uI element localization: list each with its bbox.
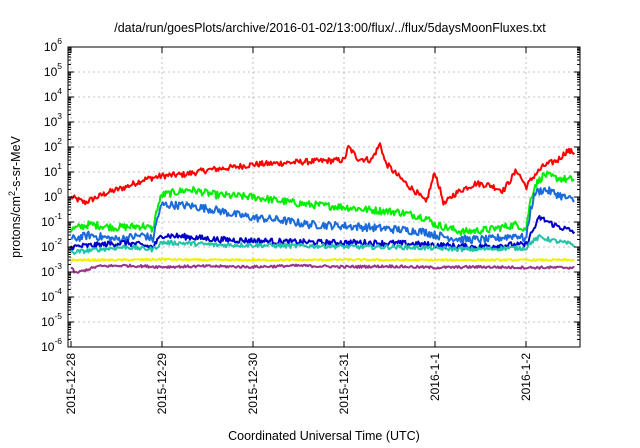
x-axis-label: Coordinated Universal Time (UTC) <box>228 429 420 443</box>
y-tick-label: 101 <box>44 161 62 179</box>
y-tick-exponent: 0 <box>57 186 62 196</box>
y-tick-label: 10-3 <box>41 261 62 279</box>
x-tick-label: 2015-12-29 <box>155 353 169 415</box>
y-tick-exponent: -2 <box>54 236 62 246</box>
y-tick-label: 100 <box>44 186 62 204</box>
x-tick-label: 2016-1-1 <box>428 353 442 401</box>
y-tick-label: 104 <box>44 86 62 104</box>
series-line <box>70 170 575 236</box>
y-tick-label: 106 <box>44 36 62 54</box>
y-tick-label: 10-6 <box>41 336 62 354</box>
y-tick-exponent: 2 <box>57 136 62 146</box>
axis-ticks <box>68 46 580 348</box>
y-axis-label: protons/cm2-s-sr-MeV <box>7 135 23 257</box>
x-tick-labels: 2015-12-28 2015-12-29 2015-12-30 2015-12-31… <box>64 353 533 415</box>
y-tick-labels: 10-610-510-410-310-210-11001011021031041… <box>41 36 62 354</box>
y-tick-exponent: 1 <box>57 161 62 171</box>
series-group <box>70 142 576 274</box>
x-tick-label: 2015-12-30 <box>246 353 260 415</box>
y-tick-exponent: -5 <box>54 311 62 321</box>
series-line <box>70 142 576 206</box>
y-tick-label: 10-4 <box>41 286 62 304</box>
x-tick-label: 2015-12-31 <box>337 353 351 415</box>
series-line <box>71 186 575 245</box>
x-tick-label: 2016-1-2 <box>519 353 533 401</box>
y-tick-exponent: 6 <box>57 36 62 46</box>
y-tick-label: 10-5 <box>41 311 62 329</box>
y-tick-exponent: -3 <box>54 261 62 271</box>
series-line <box>70 263 575 274</box>
series-line <box>70 257 575 263</box>
y-tick-exponent: -4 <box>54 286 62 296</box>
y-tick-label: 10-1 <box>41 211 62 229</box>
y-tick-exponent: 4 <box>57 86 62 96</box>
y-tick-label: 103 <box>44 111 62 129</box>
x-tick-label: 2015-12-28 <box>64 353 78 415</box>
y-tick-label: 10-2 <box>41 236 62 254</box>
series-line <box>70 234 575 255</box>
y-tick-label: 105 <box>44 61 62 79</box>
y-tick-label: 102 <box>44 136 62 154</box>
y-tick-exponent: 5 <box>57 61 62 71</box>
grid <box>68 47 580 347</box>
y-tick-exponent: -1 <box>54 211 62 221</box>
y-tick-exponent: -6 <box>54 336 62 346</box>
y-tick-exponent: 3 <box>57 111 62 121</box>
chart-title: /data/run/goesPlots/archive/2016-01-02/1… <box>114 21 546 35</box>
